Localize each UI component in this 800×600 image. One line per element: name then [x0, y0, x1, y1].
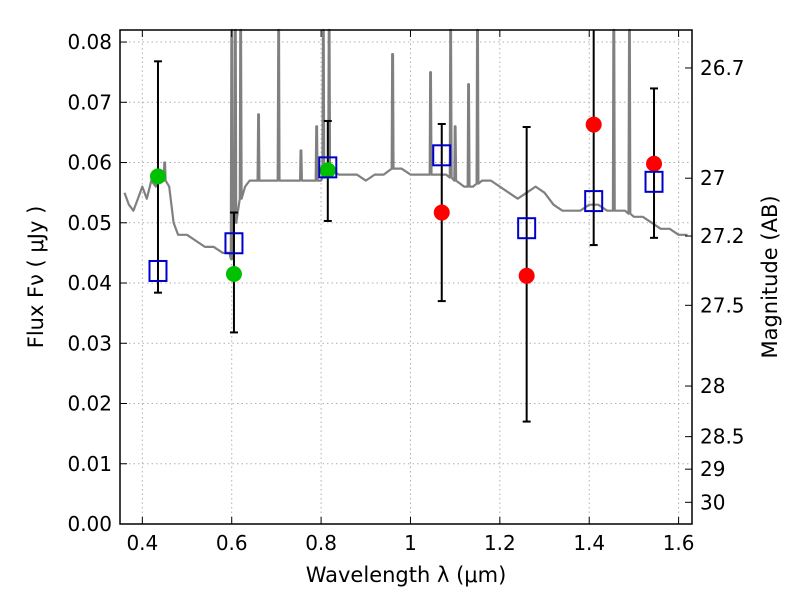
green-data-point [149, 168, 166, 185]
right-tick-label: 28.5 [700, 425, 745, 449]
x-tick-label: 0.8 [305, 531, 337, 555]
y-tick-label: 0.06 [67, 151, 112, 175]
x-tick-label: 0.6 [216, 531, 248, 555]
x-tick-label: 0.4 [126, 531, 158, 555]
x-tick-label: 1.2 [484, 531, 516, 555]
x-tick-label: 1 [404, 531, 417, 555]
model-square-point [584, 190, 604, 213]
red-data-point [585, 116, 602, 133]
red-data-point [433, 204, 450, 221]
right-axis-title: Magnitude (AB) [758, 195, 782, 358]
axis-ticks: 0.4 0.6 0.8 1 1.2 1.4 1.6 0.00 0.01 0.02 0.03 0.04 0… [67, 30, 745, 555]
plot-frame [119, 29, 693, 525]
x-axis-title: Wavelength λ (μm) [306, 563, 507, 587]
right-tick-label: 26.7 [700, 56, 745, 80]
y-tick-label: 0.03 [67, 331, 112, 355]
y-tick-label: 0.04 [67, 271, 112, 295]
y-tick-label: 0.01 [67, 452, 112, 476]
y-tick-label: 0.02 [67, 392, 112, 416]
y-tick-label: 0.07 [67, 90, 112, 114]
y-tick-label: 0.08 [67, 30, 112, 54]
model-square-point [148, 259, 168, 282]
data-markers [148, 116, 664, 284]
x-tick-label: 1.6 [663, 531, 695, 555]
red-data-point [518, 267, 535, 284]
model-square-point [644, 170, 664, 193]
right-tick-label: 27.2 [700, 224, 745, 248]
model-square-point [517, 217, 537, 240]
right-tick-label: 28 [700, 374, 725, 398]
spectrum-line [123, 28, 688, 260]
right-tick-label: 29 [700, 457, 725, 481]
grid [120, 30, 692, 524]
green-data-point [319, 162, 336, 179]
y-axis-title: Flux Fν ( μJy ) [24, 206, 48, 349]
model-square-point [318, 156, 338, 179]
model-square-point [224, 232, 244, 255]
red-data-point [646, 155, 663, 172]
green-data-point [225, 265, 242, 282]
y-tick-label: 0.00 [67, 512, 112, 536]
right-tick-label: 30 [700, 490, 725, 514]
x-tick-label: 1.4 [573, 531, 605, 555]
right-tick-label: 27.5 [700, 293, 745, 317]
spectrum [123, 28, 688, 260]
y-tick-label: 0.05 [67, 211, 112, 235]
right-tick-label: 27 [700, 166, 725, 190]
error-bars [153, 30, 659, 423]
model-square-point [432, 144, 452, 167]
